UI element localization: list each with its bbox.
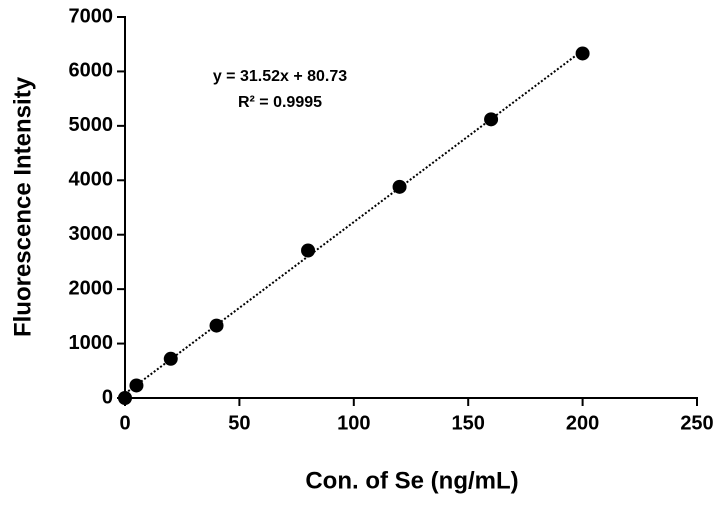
data-point — [163, 351, 178, 366]
fit-line — [124, 49, 584, 395]
x-axis-title: Con. of Se (ng/mL) — [305, 467, 518, 494]
data-point — [301, 243, 316, 258]
y-tick-label: 0 — [102, 386, 113, 408]
data-point — [129, 378, 144, 393]
x-tick-label: 200 — [566, 412, 599, 434]
x-tick-label: 150 — [452, 412, 485, 434]
y-tick-label: 3000 — [69, 223, 114, 245]
y-tick-label: 7000 — [69, 5, 114, 27]
y-tick-label: 4000 — [69, 169, 114, 191]
x-tick-label: 250 — [680, 412, 713, 434]
y-axis-title: Fluorescence Intensity — [9, 76, 36, 337]
data-point — [575, 46, 590, 61]
x-tick-label: 50 — [228, 412, 250, 434]
y-tick-label: 1000 — [69, 332, 114, 354]
x-tick-label: 0 — [119, 412, 130, 434]
y-tick-label: 6000 — [69, 60, 114, 82]
data-point — [392, 179, 407, 194]
equation: y = 31.52x + 80.73 — [213, 68, 347, 85]
y-tick-label: 2000 — [69, 277, 114, 299]
data-point — [484, 112, 499, 127]
data-point — [209, 318, 224, 333]
data-point — [118, 391, 132, 405]
r-squared: R² = 0.9995 — [238, 94, 322, 111]
y-tick-label: 5000 — [69, 114, 114, 136]
x-tick-label: 100 — [337, 412, 370, 434]
